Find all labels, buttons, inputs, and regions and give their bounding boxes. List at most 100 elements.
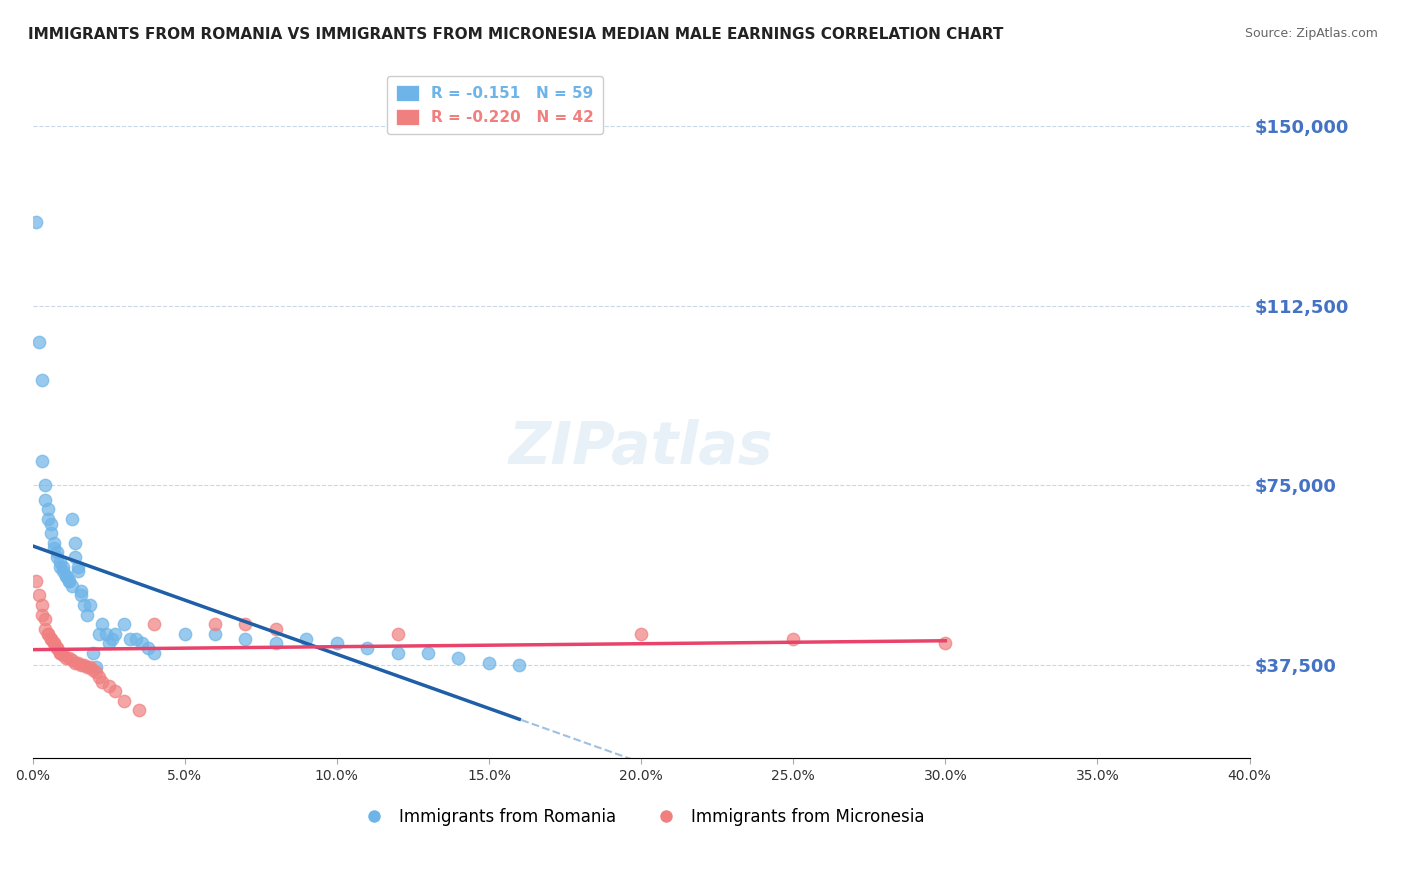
Point (100, 632, 122, 646)
Point (63, 535, 86, 549)
Point (387, 627, 409, 641)
Point (70, 583, 93, 598)
Point (58, 574, 80, 588)
Point (55, 650, 77, 665)
Point (39, 632, 62, 646)
Point (89, 627, 111, 641)
Point (37, 627, 59, 641)
Point (125, 632, 148, 646)
Point (34, 492, 56, 507)
Point (91, 617, 114, 632)
Text: ZIPatlas: ZIPatlas (509, 419, 773, 476)
Point (112, 617, 135, 632)
Point (447, 650, 470, 665)
Legend: Immigrants from Romania, Immigrants from Micronesia: Immigrants from Romania, Immigrants from… (350, 801, 931, 833)
Point (52, 559, 75, 574)
Point (264, 622, 287, 636)
Point (42, 636, 65, 650)
Point (235, 617, 257, 632)
Point (264, 636, 287, 650)
Point (24, 574, 46, 588)
Point (73, 657, 96, 672)
Point (79, 598, 101, 612)
Point (97, 680, 120, 694)
Point (782, 632, 804, 646)
Point (49, 555, 72, 569)
Point (27, 334, 49, 349)
Point (34, 622, 56, 636)
Point (76, 660, 98, 674)
Point (73, 598, 96, 612)
Point (143, 617, 166, 632)
Point (76, 607, 98, 622)
Point (24, 215, 46, 229)
Point (326, 636, 349, 650)
Point (86, 660, 108, 674)
Point (42, 535, 65, 549)
Point (97, 636, 120, 650)
Point (39, 632, 62, 646)
Point (630, 627, 652, 641)
Point (173, 627, 195, 641)
Point (49, 559, 72, 574)
Point (42, 541, 65, 555)
Point (356, 641, 378, 656)
Point (39, 516, 62, 531)
Text: IMMIGRANTS FROM ROMANIA VS IMMIGRANTS FROM MICRONESIA MEDIAN MALE EARNINGS CORRE: IMMIGRANTS FROM ROMANIA VS IMMIGRANTS FR… (28, 27, 1004, 42)
Point (67, 565, 90, 579)
Point (82, 663, 104, 677)
Point (37, 512, 59, 526)
Point (27, 589, 49, 603)
Point (235, 632, 257, 646)
Point (58, 650, 80, 665)
Point (52, 565, 75, 579)
Point (112, 694, 135, 708)
Point (31, 373, 53, 387)
Point (79, 660, 101, 674)
Point (104, 684, 127, 698)
Point (104, 627, 127, 641)
Point (63, 550, 86, 565)
Point (89, 670, 111, 684)
Point (416, 646, 439, 660)
Point (94, 627, 117, 641)
Text: Source: ZipAtlas.com: Source: ZipAtlas.com (1244, 27, 1378, 40)
Point (60, 579, 83, 593)
Point (49, 646, 72, 660)
Point (45, 545, 67, 559)
Point (39, 526, 62, 541)
Point (37, 627, 59, 641)
Point (91, 674, 114, 689)
Point (118, 632, 141, 646)
Point (295, 632, 318, 646)
Point (45, 641, 67, 656)
Point (143, 646, 166, 660)
Point (70, 589, 93, 603)
Point (60, 512, 83, 526)
Point (82, 646, 104, 660)
Point (508, 657, 530, 672)
Point (128, 703, 150, 717)
Point (67, 559, 90, 574)
Point (70, 657, 93, 672)
Point (49, 646, 72, 660)
Point (136, 641, 159, 656)
Point (934, 636, 956, 650)
Point (67, 656, 90, 670)
Point (58, 574, 80, 588)
Point (60, 653, 83, 667)
Point (204, 617, 226, 632)
Point (204, 627, 226, 641)
Point (131, 636, 153, 650)
Point (52, 648, 75, 663)
Point (45, 641, 67, 656)
Point (478, 656, 501, 670)
Point (34, 612, 56, 626)
Point (42, 636, 65, 650)
Point (31, 454, 53, 468)
Point (86, 665, 108, 679)
Point (34, 478, 56, 492)
Point (45, 550, 67, 565)
Point (37, 502, 59, 516)
Point (63, 656, 86, 670)
